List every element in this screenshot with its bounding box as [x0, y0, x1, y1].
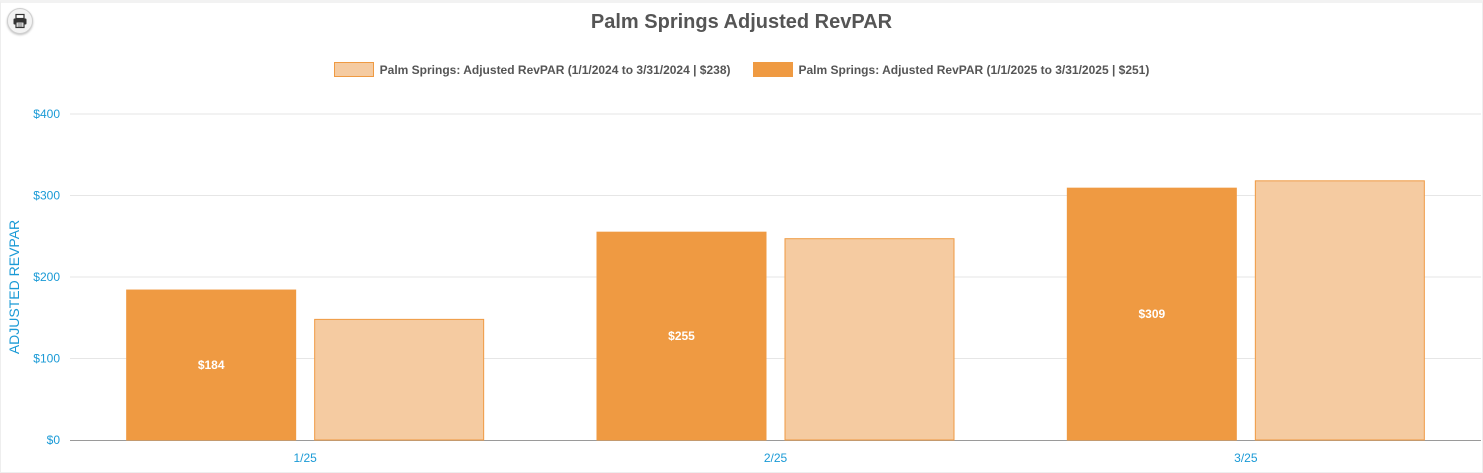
y-tick-label: $0 [47, 433, 61, 447]
data-label: $255 [668, 329, 695, 343]
legend-item-2025[interactable]: Palm Springs: Adjusted RevPAR (1/1/2025 … [752, 62, 1150, 77]
x-tick-label: 1/25 [293, 451, 317, 465]
bar [596, 231, 767, 441]
bar [784, 238, 955, 441]
y-axis-title: ADJUSTED REVPAR [6, 220, 22, 354]
y-tick-label: $300 [33, 189, 60, 203]
legend-swatch-2025 [752, 62, 793, 77]
x-tick-label: 3/25 [1234, 451, 1258, 465]
data-label: $184 [198, 358, 225, 372]
legend-label-2025: Palm Springs: Adjusted RevPAR (1/1/2025 … [798, 62, 1150, 77]
y-tick-label: $400 [33, 107, 60, 121]
bar [1254, 180, 1425, 441]
bar [1066, 187, 1237, 441]
data-label: $309 [1138, 307, 1165, 321]
y-tick-label: $100 [33, 352, 60, 366]
legend-label-2024: Palm Springs: Adjusted RevPAR (1/1/2024 … [379, 62, 731, 77]
legend-swatch-2024 [333, 62, 374, 77]
chart-legend: Palm Springs: Adjusted RevPAR (1/1/2024 … [0, 62, 1483, 77]
x-tick-label: 2/25 [764, 451, 788, 465]
y-tick-label: $200 [33, 270, 60, 284]
chart-title: Palm Springs Adjusted RevPAR [590, 11, 893, 33]
legend-item-2024[interactable]: Palm Springs: Adjusted RevPAR (1/1/2024 … [333, 62, 731, 77]
printer-icon [13, 13, 27, 29]
print-button[interactable] [7, 8, 33, 34]
bar [126, 289, 297, 441]
bar [314, 318, 485, 441]
